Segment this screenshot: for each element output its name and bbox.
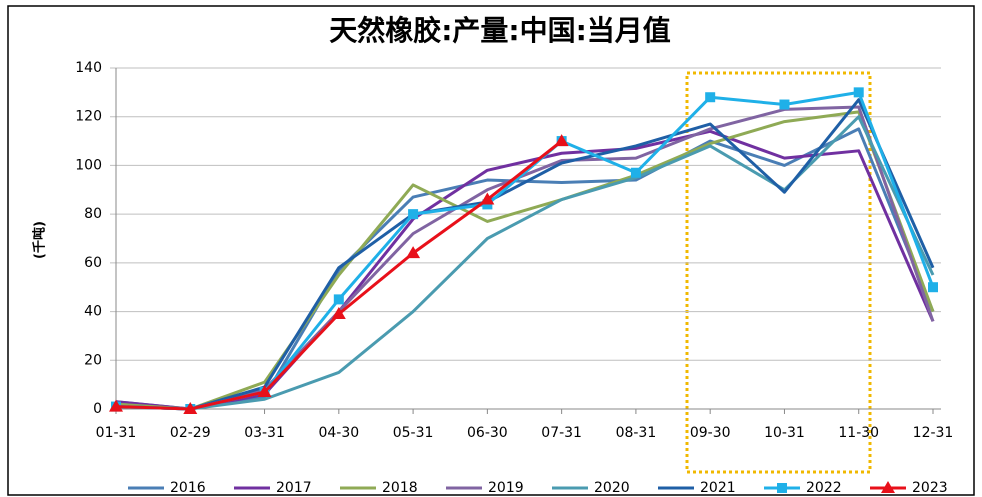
series-line — [115, 105, 935, 411]
x-tick-label: 07-31 — [541, 425, 582, 441]
point — [257, 384, 272, 397]
point — [705, 92, 716, 103]
y-tick-label: 20 — [84, 352, 102, 368]
series-line — [115, 129, 935, 411]
point — [333, 294, 344, 305]
y-tick-label: 60 — [84, 255, 102, 271]
series-line — [115, 90, 935, 411]
legend-label: 2016 — [170, 480, 206, 496]
y-tick-label: 80 — [84, 206, 102, 222]
legend-label: 2023 — [912, 480, 948, 496]
x-tick-label: 06-30 — [467, 425, 508, 441]
legend-label: 2022 — [806, 480, 842, 496]
x-tick-label: 04-30 — [318, 425, 359, 441]
x-tick-label: 03-31 — [244, 425, 285, 441]
point — [554, 134, 569, 147]
point — [331, 307, 346, 320]
y-tick-label: 100 — [75, 157, 102, 173]
highlight-box — [685, 71, 872, 474]
y-tick-label: 120 — [75, 109, 102, 125]
x-tick-label: 11-30 — [838, 425, 879, 441]
point — [406, 246, 421, 259]
frame — [7, 5, 975, 496]
point — [480, 192, 495, 205]
legend-label: 2020 — [594, 480, 630, 496]
x-tick-label: 08-31 — [616, 425, 657, 441]
point — [881, 481, 895, 493]
point — [408, 209, 419, 220]
legend-label: 2018 — [382, 480, 418, 496]
point — [853, 87, 864, 98]
point — [928, 282, 938, 293]
point — [183, 402, 198, 414]
y-axis-label: (千吨) — [32, 221, 48, 259]
point — [630, 167, 641, 178]
x-tick-label: 09-30 — [690, 425, 731, 441]
x-tick-label: 10-31 — [764, 425, 805, 441]
series-line — [115, 110, 935, 411]
point — [779, 99, 790, 110]
point — [109, 399, 123, 412]
point — [777, 483, 787, 493]
y-tick-label: 140 — [75, 60, 102, 76]
series-line — [115, 98, 935, 411]
x-tick-label: 05-31 — [393, 425, 434, 441]
x-tick-label: 02-29 — [170, 425, 211, 441]
x-tick-label: 01-31 — [96, 425, 137, 441]
y-tick-label: 0 — [93, 401, 102, 417]
chart-title: 天然橡胶:产量:中国:当月值 — [329, 14, 671, 47]
legend-label: 2019 — [488, 480, 524, 496]
legend-label: 2021 — [700, 480, 736, 496]
legend-label: 2017 — [276, 480, 312, 496]
y-tick-label: 40 — [84, 304, 102, 320]
x-tick-label: 12-31 — [913, 425, 954, 441]
